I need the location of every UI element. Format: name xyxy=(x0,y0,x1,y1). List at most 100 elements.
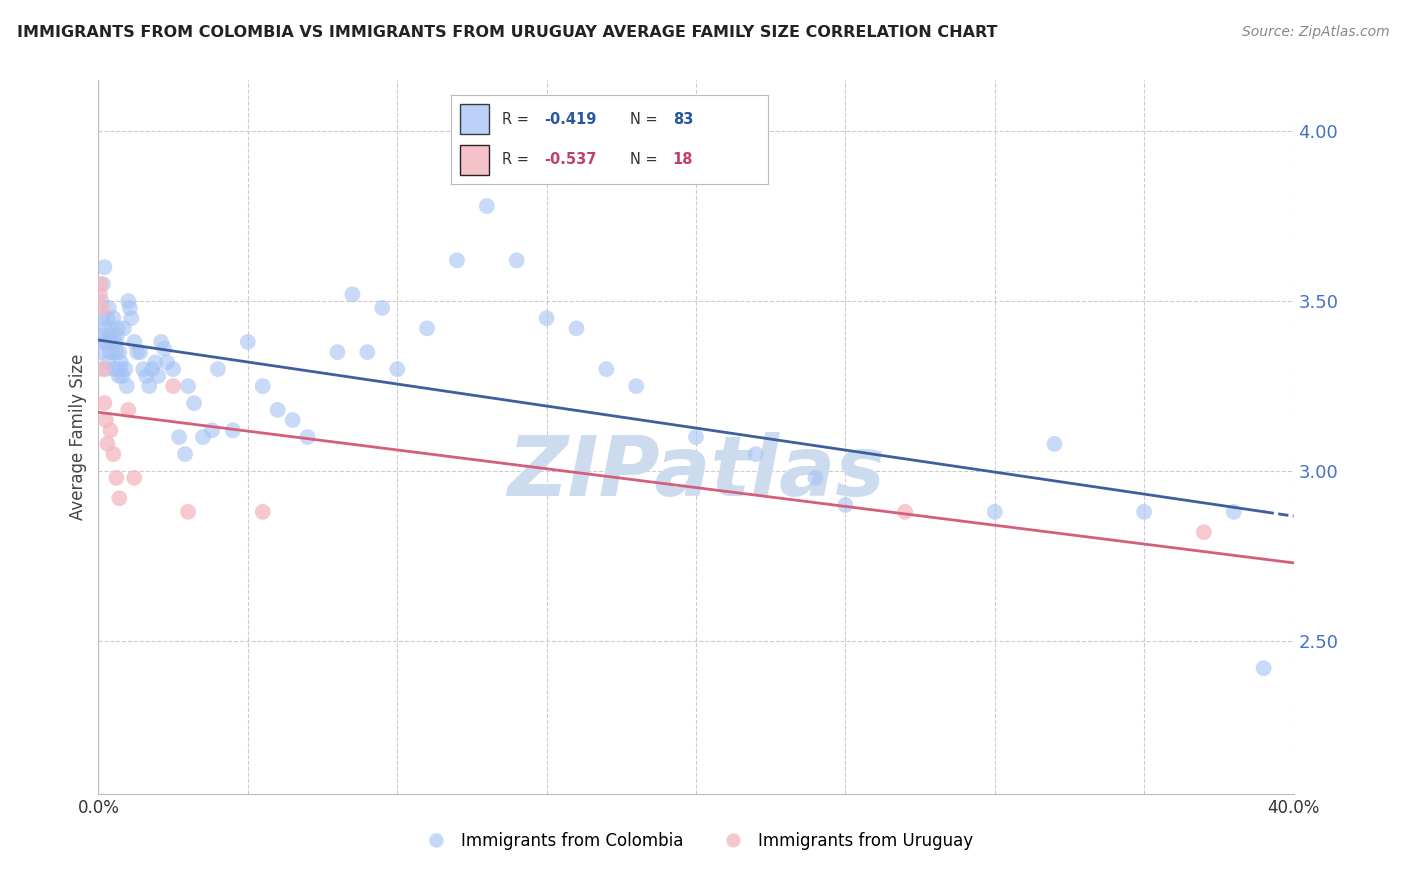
Point xyxy=(107,321,129,335)
Point xyxy=(124,334,146,349)
Point xyxy=(162,362,184,376)
Point xyxy=(98,423,122,437)
Point xyxy=(104,362,127,376)
Point xyxy=(91,362,114,376)
Point xyxy=(117,294,139,309)
Point xyxy=(103,447,125,461)
Point xyxy=(984,505,1007,519)
Point xyxy=(108,362,131,376)
Point xyxy=(267,403,290,417)
Point xyxy=(1133,505,1156,519)
Point xyxy=(191,430,214,444)
Point xyxy=(565,321,588,335)
Point xyxy=(101,345,124,359)
Point xyxy=(506,253,529,268)
Point xyxy=(222,423,245,437)
Point xyxy=(326,345,349,359)
Point xyxy=(115,379,138,393)
Point xyxy=(174,447,197,461)
Point xyxy=(108,345,131,359)
Point xyxy=(834,498,856,512)
Point xyxy=(135,368,157,383)
Point xyxy=(94,362,117,376)
Point xyxy=(114,362,136,376)
Point xyxy=(105,328,128,343)
Point xyxy=(342,287,364,301)
Text: Source: ZipAtlas.com: Source: ZipAtlas.com xyxy=(1241,25,1389,39)
Point xyxy=(252,379,274,393)
Point xyxy=(162,379,184,393)
Point xyxy=(104,334,127,349)
Point xyxy=(416,321,439,335)
Point xyxy=(96,334,118,349)
Point xyxy=(117,403,139,417)
Point xyxy=(94,321,117,335)
Point xyxy=(356,345,378,359)
Point xyxy=(1043,437,1066,451)
Point xyxy=(103,311,125,326)
Point xyxy=(91,277,114,292)
Point xyxy=(96,437,118,451)
Point xyxy=(100,321,122,335)
Point xyxy=(101,334,124,349)
Point xyxy=(252,505,274,519)
Point xyxy=(110,355,132,369)
Point xyxy=(475,199,498,213)
Point xyxy=(894,505,917,519)
Point xyxy=(595,362,617,376)
Point xyxy=(685,430,707,444)
Point xyxy=(91,301,114,315)
Point xyxy=(93,260,115,275)
Text: ZIPatlas: ZIPatlas xyxy=(508,433,884,513)
Point xyxy=(93,396,115,410)
Point xyxy=(90,294,112,309)
Y-axis label: Average Family Size: Average Family Size xyxy=(69,354,87,520)
Point xyxy=(97,301,120,315)
Point xyxy=(107,368,129,383)
Point xyxy=(153,342,176,356)
Point xyxy=(129,345,152,359)
Point xyxy=(127,345,149,359)
Point xyxy=(105,345,128,359)
Point xyxy=(156,355,179,369)
Point xyxy=(91,311,114,326)
Point xyxy=(94,413,117,427)
Point xyxy=(120,311,142,326)
Point xyxy=(141,362,163,376)
Point xyxy=(446,253,468,268)
Legend: Immigrants from Colombia, Immigrants from Uruguay: Immigrants from Colombia, Immigrants fro… xyxy=(412,826,980,857)
Point xyxy=(96,311,118,326)
Point xyxy=(177,505,200,519)
Point xyxy=(90,277,112,292)
Point xyxy=(626,379,648,393)
Point xyxy=(183,396,205,410)
Point xyxy=(385,362,409,376)
Point xyxy=(167,430,190,444)
Point xyxy=(143,355,166,369)
Point xyxy=(207,362,229,376)
Point xyxy=(93,334,115,349)
Point xyxy=(89,328,111,343)
Point xyxy=(745,447,768,461)
Point xyxy=(804,471,827,485)
Point xyxy=(111,368,134,383)
Point xyxy=(118,301,141,315)
Point xyxy=(138,379,160,393)
Point xyxy=(150,334,173,349)
Point xyxy=(105,471,128,485)
Point xyxy=(1253,661,1275,675)
Point xyxy=(297,430,319,444)
Point xyxy=(1223,505,1246,519)
Point xyxy=(201,423,224,437)
Point xyxy=(371,301,394,315)
Point xyxy=(97,355,120,369)
Point xyxy=(98,328,122,343)
Text: IMMIGRANTS FROM COLOMBIA VS IMMIGRANTS FROM URUGUAY AVERAGE FAMILY SIZE CORRELAT: IMMIGRANTS FROM COLOMBIA VS IMMIGRANTS F… xyxy=(17,25,997,40)
Point xyxy=(132,362,155,376)
Point xyxy=(148,368,170,383)
Point xyxy=(90,345,112,359)
Point xyxy=(108,491,131,506)
Point xyxy=(177,379,200,393)
Point xyxy=(124,471,146,485)
Point xyxy=(281,413,304,427)
